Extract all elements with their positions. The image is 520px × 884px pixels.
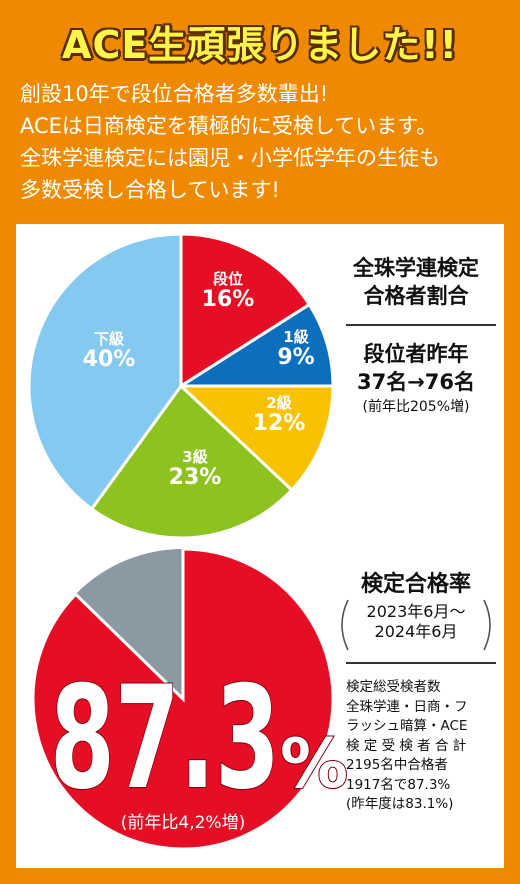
pass-rate-graphic: 87.3%(前年比4,2%増) [31, 547, 349, 851]
rate-pass-slice [31, 547, 335, 851]
slice-label-kakyu: 下級 40% [82, 330, 136, 372]
pie-slice [89, 383, 294, 540]
slice-label-dan: 段位 16% [201, 270, 255, 312]
intro-line: 創設10年で段位合格者多数輩出! [20, 82, 329, 106]
pass-rate-change: (前年比4,2%増) [121, 813, 245, 833]
divider [346, 324, 496, 326]
intro-text: 創設10年で段位合格者多数輩出! ACEは日商検定を積極的に受検しています。 全… [20, 78, 510, 206]
intro-line: 全珠学連検定には園児・小学低学年の生徒も [20, 146, 440, 170]
page-title: ACE生頑張りました!! [62, 23, 458, 67]
pass-rate-value: 87.3 [50, 656, 280, 821]
rate-heading: 検定合格率 [360, 572, 471, 597]
pie-chart [27, 232, 335, 540]
period: 2023年6月〜 2024年6月 [366, 602, 466, 641]
pass-rate-number: 87.3% [50, 656, 348, 821]
pie-heading: 全珠学連検定 合格者割合 [353, 256, 479, 308]
pie-slice [27, 232, 183, 512]
results-panel: 段位 16% 1級 9% 2級 12% 3級 23% 下級 40% 全珠学連検定… [16, 224, 504, 868]
pie-slice [179, 232, 312, 389]
pie-slice [175, 302, 335, 388]
pie-slice [177, 384, 335, 493]
slice-label-1kyu: 1級 9% [277, 328, 315, 370]
exam-note: 検定総受検者数 全珠学連・日商・フ ラッシュ暗算・ACE 検 定 受 検 者 合… [346, 679, 468, 812]
intro-line: 多数受検し合格しています! [20, 178, 280, 202]
pass-rate-percent: % [280, 725, 348, 804]
dan-stats: 段位者昨年 37名→76名 (前年比205%増) [356, 342, 476, 415]
slice-label-2kyu: 2級 12% [252, 394, 306, 436]
divider [346, 662, 496, 664]
period-bracket [341, 599, 491, 651]
intro-line: ACEは日商検定を積極的に受検しています。 [20, 114, 438, 138]
slice-label-3kyu: 3級 23% [168, 448, 222, 490]
